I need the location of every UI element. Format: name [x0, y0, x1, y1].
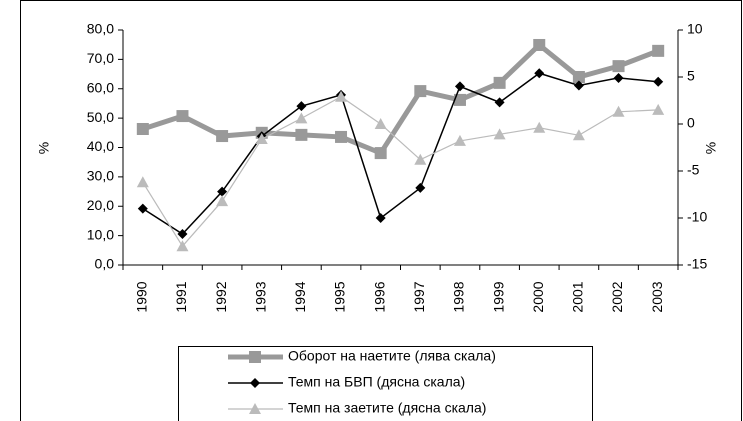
- y-tick-label: 50,0: [87, 109, 114, 125]
- y-tick-label: 40,0: [87, 138, 114, 154]
- y-tick-label: 80,0: [87, 21, 114, 37]
- data-point: [454, 81, 465, 92]
- data-point: [374, 147, 387, 160]
- y-tick-label: 0,0: [95, 256, 115, 272]
- data-point: [335, 90, 348, 102]
- x-tick-label: 1999: [490, 281, 506, 312]
- legend-marker: [249, 403, 261, 414]
- x-tick-label: 2003: [649, 281, 665, 312]
- data-point: [374, 118, 387, 129]
- data-point: [573, 80, 584, 91]
- x-tick-label: 1992: [213, 281, 229, 312]
- data-point: [137, 203, 148, 214]
- data-point: [612, 105, 625, 117]
- data-point: [216, 195, 229, 207]
- y-tick-label: 30,0: [87, 168, 114, 184]
- data-point: [613, 72, 624, 83]
- data-point: [453, 93, 466, 106]
- x-tick-label: 1997: [411, 281, 427, 312]
- data-point: [136, 176, 149, 188]
- data-point: [652, 44, 665, 57]
- data-point: [255, 133, 268, 145]
- data-point: [176, 240, 189, 252]
- y2-tick-label: -5: [687, 162, 700, 178]
- y-tick-label: 70,0: [87, 50, 114, 66]
- data-point: [494, 97, 505, 108]
- data-point: [612, 60, 625, 73]
- y2-tick-label: -10: [687, 209, 707, 225]
- data-point: [335, 130, 348, 143]
- x-tick-label: 1990: [134, 281, 150, 312]
- series-line: [142, 72, 659, 235]
- x-tick-label: 1998: [451, 281, 467, 312]
- legend-label: Темп на заетите (дясна скала): [288, 400, 486, 416]
- data-point: [653, 76, 664, 87]
- x-tick-label: 1991: [173, 281, 189, 312]
- chart-frame: [20, 0, 742, 421]
- series-line: [142, 41, 660, 157]
- data-point: [176, 110, 189, 123]
- series-line: [142, 96, 659, 248]
- legend-label: Темп на БВП (дясна скала): [288, 374, 465, 390]
- data-point: [533, 38, 546, 51]
- y2-tick-label: -15: [687, 256, 707, 272]
- y-axis-label: %: [36, 142, 52, 154]
- x-tick-label: 2002: [609, 281, 625, 312]
- x-tick-label: 1995: [332, 281, 348, 312]
- data-point: [295, 128, 308, 141]
- x-tick-label: 2000: [530, 281, 546, 312]
- data-point: [295, 112, 308, 124]
- y2-tick-label: 0: [687, 115, 695, 131]
- data-point: [493, 128, 506, 140]
- data-point: [136, 122, 149, 135]
- data-point: [652, 103, 665, 115]
- data-point: [572, 71, 585, 83]
- y-tick-label: 60,0: [87, 79, 114, 95]
- legend-marker: [249, 351, 261, 363]
- x-tick-label: 1996: [371, 281, 387, 312]
- data-point: [533, 121, 546, 133]
- data-point: [296, 101, 307, 112]
- data-point: [453, 134, 466, 146]
- data-point: [534, 68, 545, 79]
- y-tick-label: 10,0: [87, 226, 114, 242]
- data-point: [493, 76, 506, 89]
- data-point: [415, 182, 426, 193]
- data-point: [216, 130, 229, 143]
- data-point: [414, 153, 427, 165]
- x-tick-label: 2001: [570, 281, 586, 312]
- y2-tick-label: 5: [687, 68, 695, 84]
- y2-tick-label: 10: [687, 21, 703, 37]
- data-point: [375, 213, 386, 223]
- data-point: [177, 228, 188, 239]
- y2-axis-label: %: [703, 142, 719, 154]
- data-point: [217, 186, 228, 197]
- legend-marker: [250, 378, 260, 388]
- legend-label: Оборот на наетите (лява скала): [288, 348, 496, 364]
- data-point: [414, 85, 427, 98]
- data-point: [572, 129, 585, 141]
- x-tick-label: 1994: [292, 281, 308, 312]
- y-tick-label: 20,0: [87, 197, 114, 213]
- x-tick-label: 1993: [252, 281, 268, 312]
